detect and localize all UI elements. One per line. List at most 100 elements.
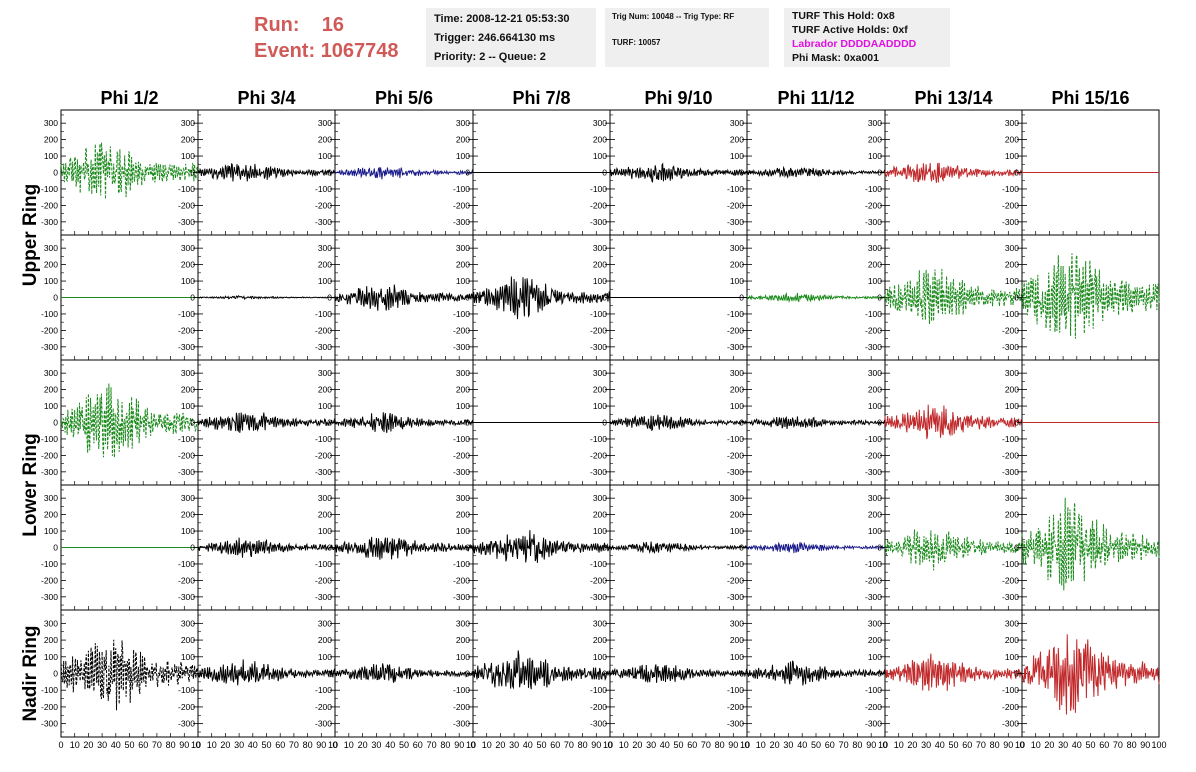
x-tick-label: 20 <box>907 740 917 750</box>
y-tick-label: 100 <box>730 526 744 536</box>
y-tick-label: -200 <box>178 325 195 335</box>
y-tick-label: 200 <box>868 260 882 270</box>
column-title: Phi 13/14 <box>914 88 992 108</box>
x-tick-label: 0 <box>470 740 475 750</box>
y-tick-label: -100 <box>590 434 607 444</box>
y-tick-label: 200 <box>44 635 58 645</box>
y-tick-label: 300 <box>868 493 882 503</box>
waveform-line <box>60 639 199 711</box>
y-tick-label: -200 <box>315 325 332 335</box>
y-tick-label: 200 <box>456 135 470 145</box>
y-tick-label: -100 <box>453 184 470 194</box>
y-tick-label: 200 <box>730 635 744 645</box>
y-tick-label: 100 <box>44 276 58 286</box>
y-tick-label: -200 <box>1002 200 1019 210</box>
y-tick-label: -100 <box>178 685 195 695</box>
x-tick-label: 30 <box>509 740 519 750</box>
y-tick-label: -200 <box>41 200 58 210</box>
y-tick-label: 200 <box>318 385 332 395</box>
y-tick-label: 200 <box>1005 385 1019 395</box>
y-tick-label: 200 <box>44 135 58 145</box>
y-tick-label: 300 <box>181 243 195 253</box>
y-tick-label: 300 <box>730 243 744 253</box>
y-tick-label: 300 <box>1005 118 1019 128</box>
y-tick-label: 100 <box>456 652 470 662</box>
y-tick-label: 200 <box>456 260 470 270</box>
y-tick-label: 0 <box>602 669 607 679</box>
waveform-line <box>884 162 1023 183</box>
y-tick-label: -300 <box>315 719 332 729</box>
y-tick-label: 100 <box>456 401 470 411</box>
y-tick-label: -200 <box>315 702 332 712</box>
y-tick-label: -300 <box>1002 592 1019 602</box>
y-tick-label: -200 <box>178 702 195 712</box>
y-tick-label: -200 <box>865 325 882 335</box>
y-tick-label: 0 <box>465 669 470 679</box>
y-tick-label: -100 <box>590 559 607 569</box>
y-tick-label: 300 <box>868 618 882 628</box>
y-tick-label: 200 <box>44 260 58 270</box>
y-tick-label: -100 <box>453 685 470 695</box>
y-tick-label: -200 <box>1002 702 1019 712</box>
y-tick-label: -200 <box>727 702 744 712</box>
y-tick-label: -300 <box>1002 342 1019 352</box>
y-tick-label: -100 <box>453 309 470 319</box>
y-tick-label: 200 <box>44 385 58 395</box>
x-tick-label: 40 <box>797 740 807 750</box>
x-tick-label: 10 <box>756 740 766 750</box>
y-tick-label: -300 <box>865 342 882 352</box>
y-tick-label: -200 <box>727 450 744 460</box>
y-tick-label: 100 <box>730 652 744 662</box>
x-tick-label: 90 <box>454 740 464 750</box>
y-tick-label: 200 <box>868 635 882 645</box>
y-tick-label: 0 <box>53 543 58 553</box>
x-tick-label: 60 <box>413 740 423 750</box>
y-tick-label: 0 <box>190 418 195 428</box>
waveform-line <box>884 529 1023 571</box>
y-tick-label: 0 <box>53 168 58 178</box>
y-tick-label: 300 <box>593 243 607 253</box>
x-tick-label: 80 <box>303 740 313 750</box>
y-tick-label: 100 <box>1005 151 1019 161</box>
y-tick-label: -200 <box>178 450 195 460</box>
y-tick-label: -100 <box>1002 434 1019 444</box>
y-tick-label: -200 <box>727 575 744 585</box>
x-tick-label: 90 <box>591 740 601 750</box>
y-tick-label: 100 <box>1005 526 1019 536</box>
y-tick-label: 100 <box>181 526 195 536</box>
column-title: Phi 11/12 <box>777 88 854 108</box>
y-tick-label: 0 <box>877 293 882 303</box>
waveform-line <box>884 653 1023 691</box>
y-tick-label: -100 <box>41 559 58 569</box>
y-tick-label: -100 <box>865 559 882 569</box>
y-tick-label: -200 <box>590 702 607 712</box>
y-tick-label: 0 <box>1014 418 1019 428</box>
y-tick-label: 200 <box>318 635 332 645</box>
y-tick-label: 300 <box>730 118 744 128</box>
y-tick-label: 200 <box>593 385 607 395</box>
waveform-line <box>197 659 336 686</box>
y-tick-label: 100 <box>730 151 744 161</box>
y-tick-label: -300 <box>453 467 470 477</box>
y-tick-label: 0 <box>602 168 607 178</box>
y-tick-label: 300 <box>44 618 58 628</box>
x-tick-label: 70 <box>289 740 299 750</box>
y-tick-label: -100 <box>178 309 195 319</box>
x-tick-label: 70 <box>701 740 711 750</box>
event-value: 1067748 <box>320 40 399 62</box>
y-tick-label: -100 <box>865 434 882 444</box>
waveform-line <box>1021 497 1160 591</box>
y-tick-label: 100 <box>868 151 882 161</box>
x-tick-label: 30 <box>921 740 931 750</box>
y-tick-label: -300 <box>315 217 332 227</box>
y-tick-label: 200 <box>730 135 744 145</box>
y-tick-label: 300 <box>318 118 332 128</box>
y-tick-label: 300 <box>181 118 195 128</box>
y-tick-label: -100 <box>453 559 470 569</box>
x-tick-label: 70 <box>564 740 574 750</box>
y-tick-label: -100 <box>727 309 744 319</box>
x-tick-label: 10 <box>603 740 613 750</box>
y-tick-label: -100 <box>315 309 332 319</box>
y-tick-label: 100 <box>868 526 882 536</box>
y-tick-label: -200 <box>178 200 195 210</box>
